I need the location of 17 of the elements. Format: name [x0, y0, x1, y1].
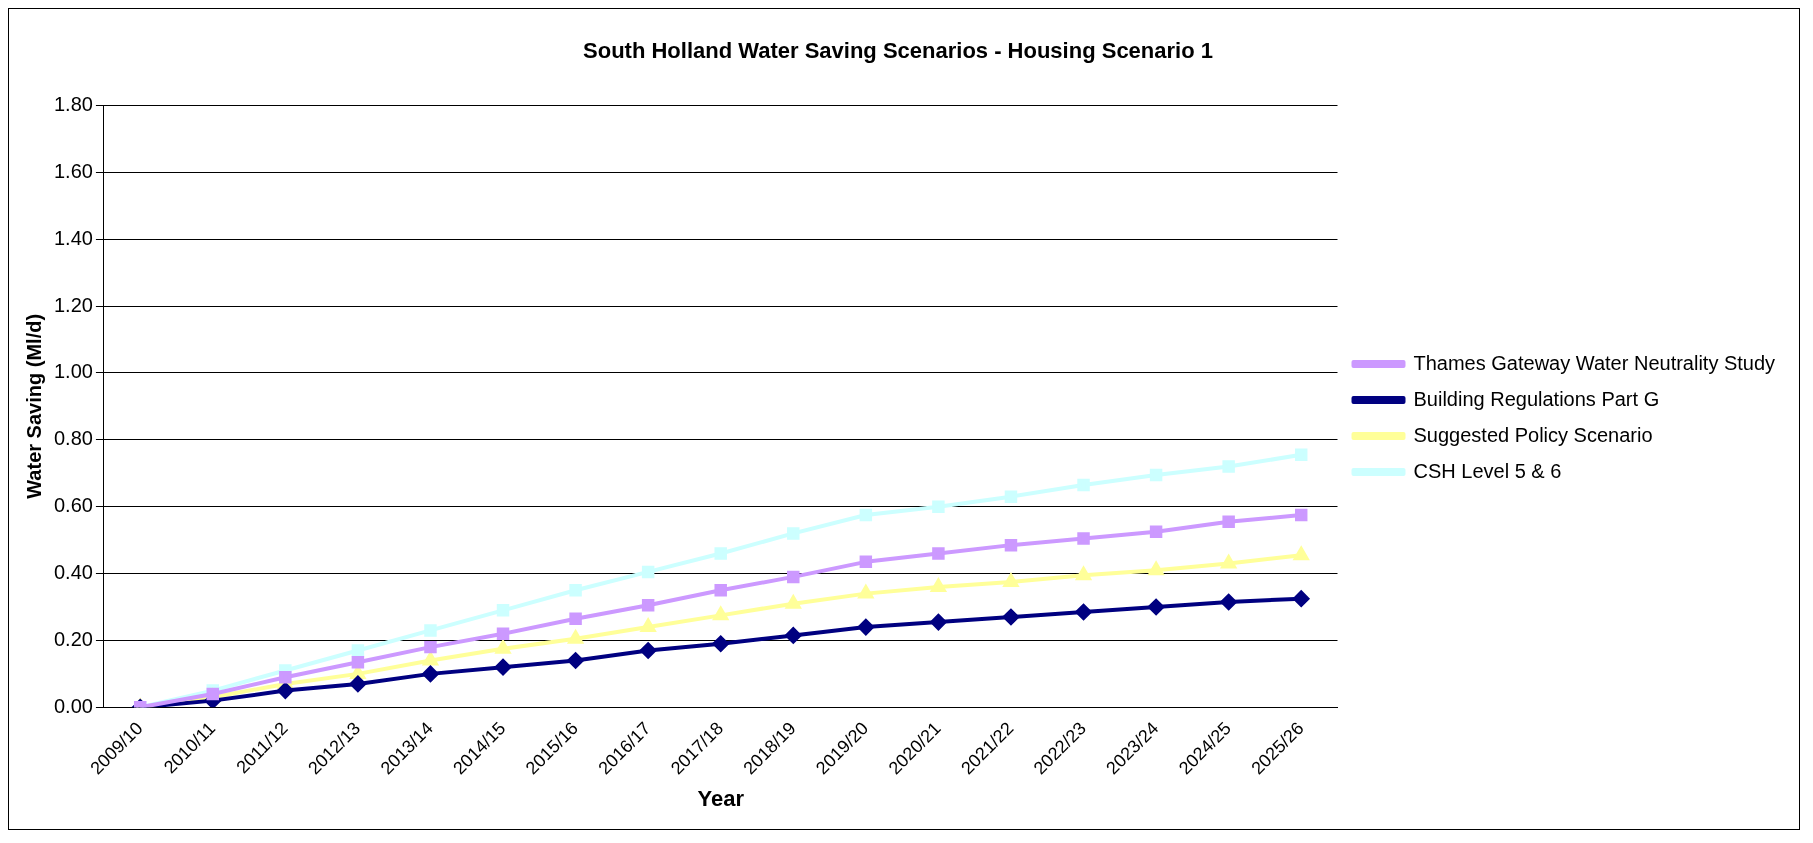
- y-tick-label: 1.20: [53, 293, 93, 316]
- y-tick-label: 0.60: [53, 494, 93, 517]
- y-tick-label: 0.40: [53, 561, 93, 584]
- y-tick-label: 0.80: [53, 427, 93, 450]
- legend-label: CSH Level 5 & 6: [1413, 459, 1562, 482]
- y-tick-label: 1.60: [53, 159, 93, 182]
- y-tick-label: 0.00: [53, 694, 93, 717]
- y-tick-label: 0.20: [53, 627, 93, 650]
- legend-label: Suggested Policy Scenario: [1413, 423, 1653, 446]
- chart-title: South Holland Water Saving Scenarios - Housing Scenario 1: [583, 38, 1213, 64]
- x-axis-title: Year: [697, 785, 745, 811]
- y-tick-label: 1.80: [53, 92, 93, 115]
- legend-label: Thames Gateway Water Neutrality Study: [1413, 351, 1776, 374]
- y-tick-label: 1.00: [53, 360, 93, 383]
- y-tick-label: 1.40: [53, 226, 93, 249]
- legend-label: Building Regulations Part G: [1413, 387, 1660, 410]
- y-axis-title: Water Saving (Ml/d): [22, 313, 45, 499]
